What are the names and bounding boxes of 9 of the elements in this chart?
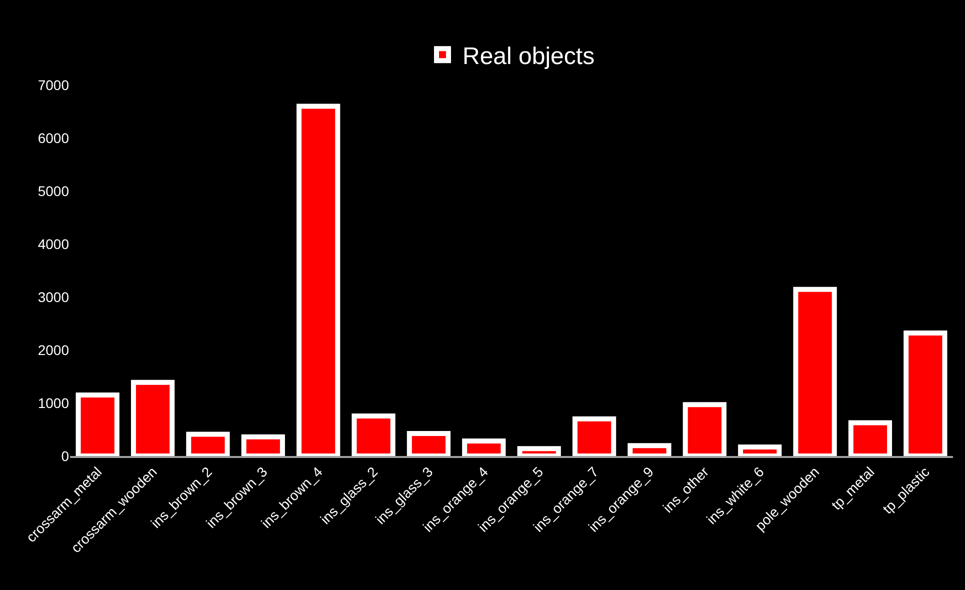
y-tick-label: 5000 [38, 182, 70, 199]
y-tick-label: 6000 [38, 130, 70, 146]
y-tick-label: 3000 [38, 288, 70, 305]
y-tick-label: 1000 [38, 394, 70, 411]
y-tick-label: 4000 [38, 236, 70, 252]
y-tick-label: 0 [61, 448, 70, 464]
legend-label: Real objects [462, 43, 595, 70]
y-tick-label: 2000 [38, 342, 70, 358]
y-tick-label: 7000 [38, 76, 70, 93]
